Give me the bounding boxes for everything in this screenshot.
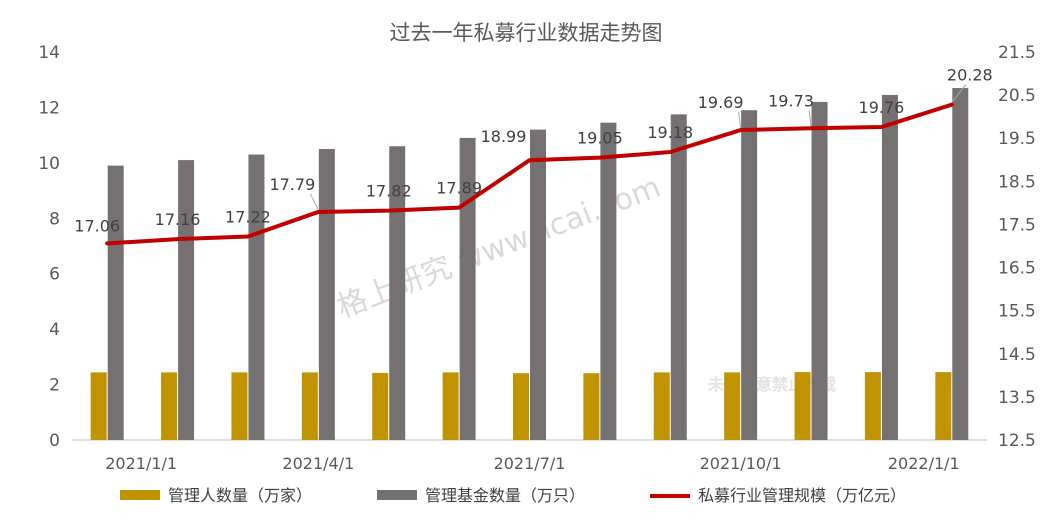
bar-managers [724,372,741,440]
bar-managers [794,372,811,440]
y-right-tick-label: 19.5 [998,129,1036,149]
bar-funds [670,114,687,440]
y-right-tick-label: 16.5 [998,259,1036,279]
bar-funds [178,160,195,441]
data-label-scale: 19.18 [647,123,693,142]
y-left-tick-label: 14 [38,43,60,63]
data-label-scale: 20.28 [947,66,993,85]
y-right-tick-label: 14.5 [998,345,1036,365]
bar-managers [513,373,529,440]
y-left-tick-label: 8 [49,209,60,229]
legend-swatch-managers [120,490,160,500]
y-right-tick-label: 12.5 [998,431,1036,451]
bar-managers [90,372,107,440]
data-label-leader [738,111,742,129]
bar-managers [372,372,389,440]
data-label-leader [309,193,319,211]
data-label-scale: 19.05 [577,129,623,148]
bar-funds [389,146,406,440]
x-tick-label: 2021/1/1 [105,454,177,473]
bar-funds [530,129,546,440]
bar-funds [318,149,335,440]
data-label-scale: 17.79 [269,175,315,194]
data-label-scale: 19.73 [768,91,814,110]
axes-layer: 0 2 4 6 8 10 12 14 12.5 13.5 14.5 15.5 16.5 17.5 18.5 1… [38,43,1036,473]
y-right-tick-label: 17.5 [998,215,1036,235]
bar-funds [248,154,265,441]
y-right-tick-label: 21.5 [998,43,1036,63]
data-label-scale: 19.69 [698,93,744,112]
y-right-tick-label: 15.5 [998,302,1036,322]
bar-managers [301,372,318,440]
bars-layer [90,88,969,441]
y-right-tick-label: 20.5 [998,86,1036,106]
bar-funds [107,165,124,440]
y-left-tick-label: 12 [38,98,60,118]
bar-managers [653,372,670,440]
x-tick-label: 2021/7/1 [494,454,566,473]
y-right-tick-label: 18.5 [998,172,1036,192]
bar-managers [161,372,178,440]
bar-funds [952,88,969,441]
x-tick-label: 2021/4/1 [282,454,354,473]
y-left-tick-label: 10 [38,154,60,174]
legend-label: 管理基金数量（万只） [425,486,585,505]
line-layer [105,102,954,246]
legend-swatch-funds [377,490,417,500]
scale-line [105,102,954,246]
y-left-tick-label: 4 [49,320,60,340]
data-label-scale: 17.22 [225,208,271,227]
watermark-layer: 格上研究 www.licai.com 未经同意禁止转载 [332,170,836,394]
data-labels-layer: 17.06 17.16 17.22 17.79 17.82 17.89 18.99 19.05… [74,66,992,236]
bar-funds [600,122,617,441]
x-tick-label: 2021/10/1 [700,454,782,473]
legend: 管理人数量（万家） 管理基金数量（万只） 私募行业管理规模（万亿元） [120,486,906,505]
legend-label: 管理人数量（万家） [168,486,312,505]
data-label-scale: 17.89 [436,179,482,198]
y-right-tick-label: 13.5 [998,388,1036,408]
bar-funds [811,101,828,440]
data-label-scale: 17.06 [74,216,120,235]
data-label-leader [951,84,967,103]
bar-funds [881,94,898,440]
chart-title: 过去一年私募行业数据走势图 [390,21,663,45]
y-left-tick-label: 2 [49,376,60,396]
bar-funds [741,110,758,440]
y-left-tick-label: 6 [49,265,60,285]
bar-managers [864,372,881,440]
data-label-scale: 17.82 [366,182,412,201]
bar-funds [459,137,476,440]
data-label-scale: 19.76 [859,98,905,117]
bar-managers [231,372,248,440]
bar-managers [442,372,459,440]
legend-label: 私募行业管理规模（万亿元） [698,486,906,505]
x-tick-label: 2022/1/1 [888,454,960,473]
data-label-scale: 18.99 [481,127,527,146]
y-left-tick-label: 0 [49,431,60,451]
data-label-leader [808,110,812,127]
bar-managers [583,373,600,440]
bar-managers [935,372,952,440]
data-label-scale: 17.16 [155,210,201,229]
